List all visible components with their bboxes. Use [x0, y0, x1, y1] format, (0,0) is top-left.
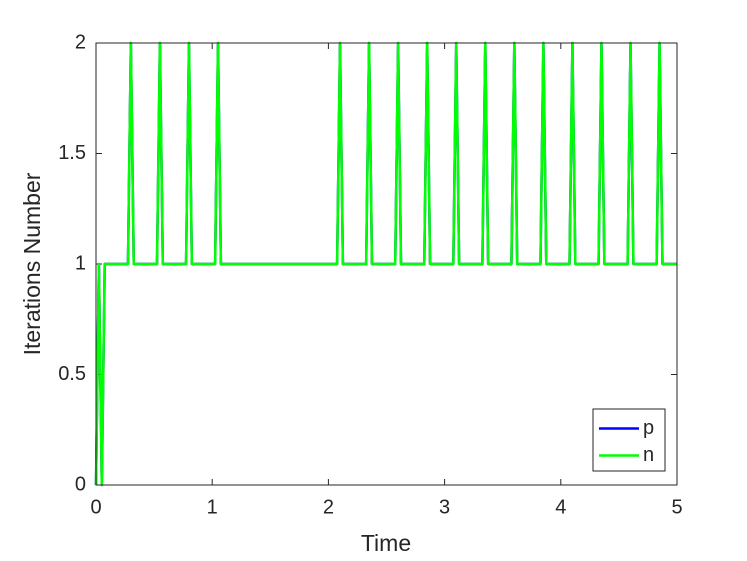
x-tick-label: 2 — [323, 496, 334, 518]
y-axis-label: Iterations Number — [19, 172, 45, 355]
x-tick-label: 0 — [90, 496, 101, 518]
x-tick-label: 1 — [207, 496, 218, 518]
legend-label: p — [643, 417, 654, 439]
y-tick-label: 0 — [75, 473, 86, 495]
y-tick-label: 1.5 — [58, 142, 86, 164]
legend-box — [592, 408, 666, 472]
y-tick-label: 0.5 — [58, 363, 86, 385]
x-axis-label: Time — [361, 530, 411, 556]
x-tick-label: 3 — [439, 496, 450, 518]
x-tick-label: 4 — [555, 496, 566, 518]
y-tick-label: 2 — [75, 31, 86, 53]
legend-label: n — [643, 444, 654, 466]
plot-frame — [95, 42, 678, 486]
x-tick-label: 5 — [671, 496, 682, 518]
y-tick-label: 1 — [75, 252, 86, 274]
